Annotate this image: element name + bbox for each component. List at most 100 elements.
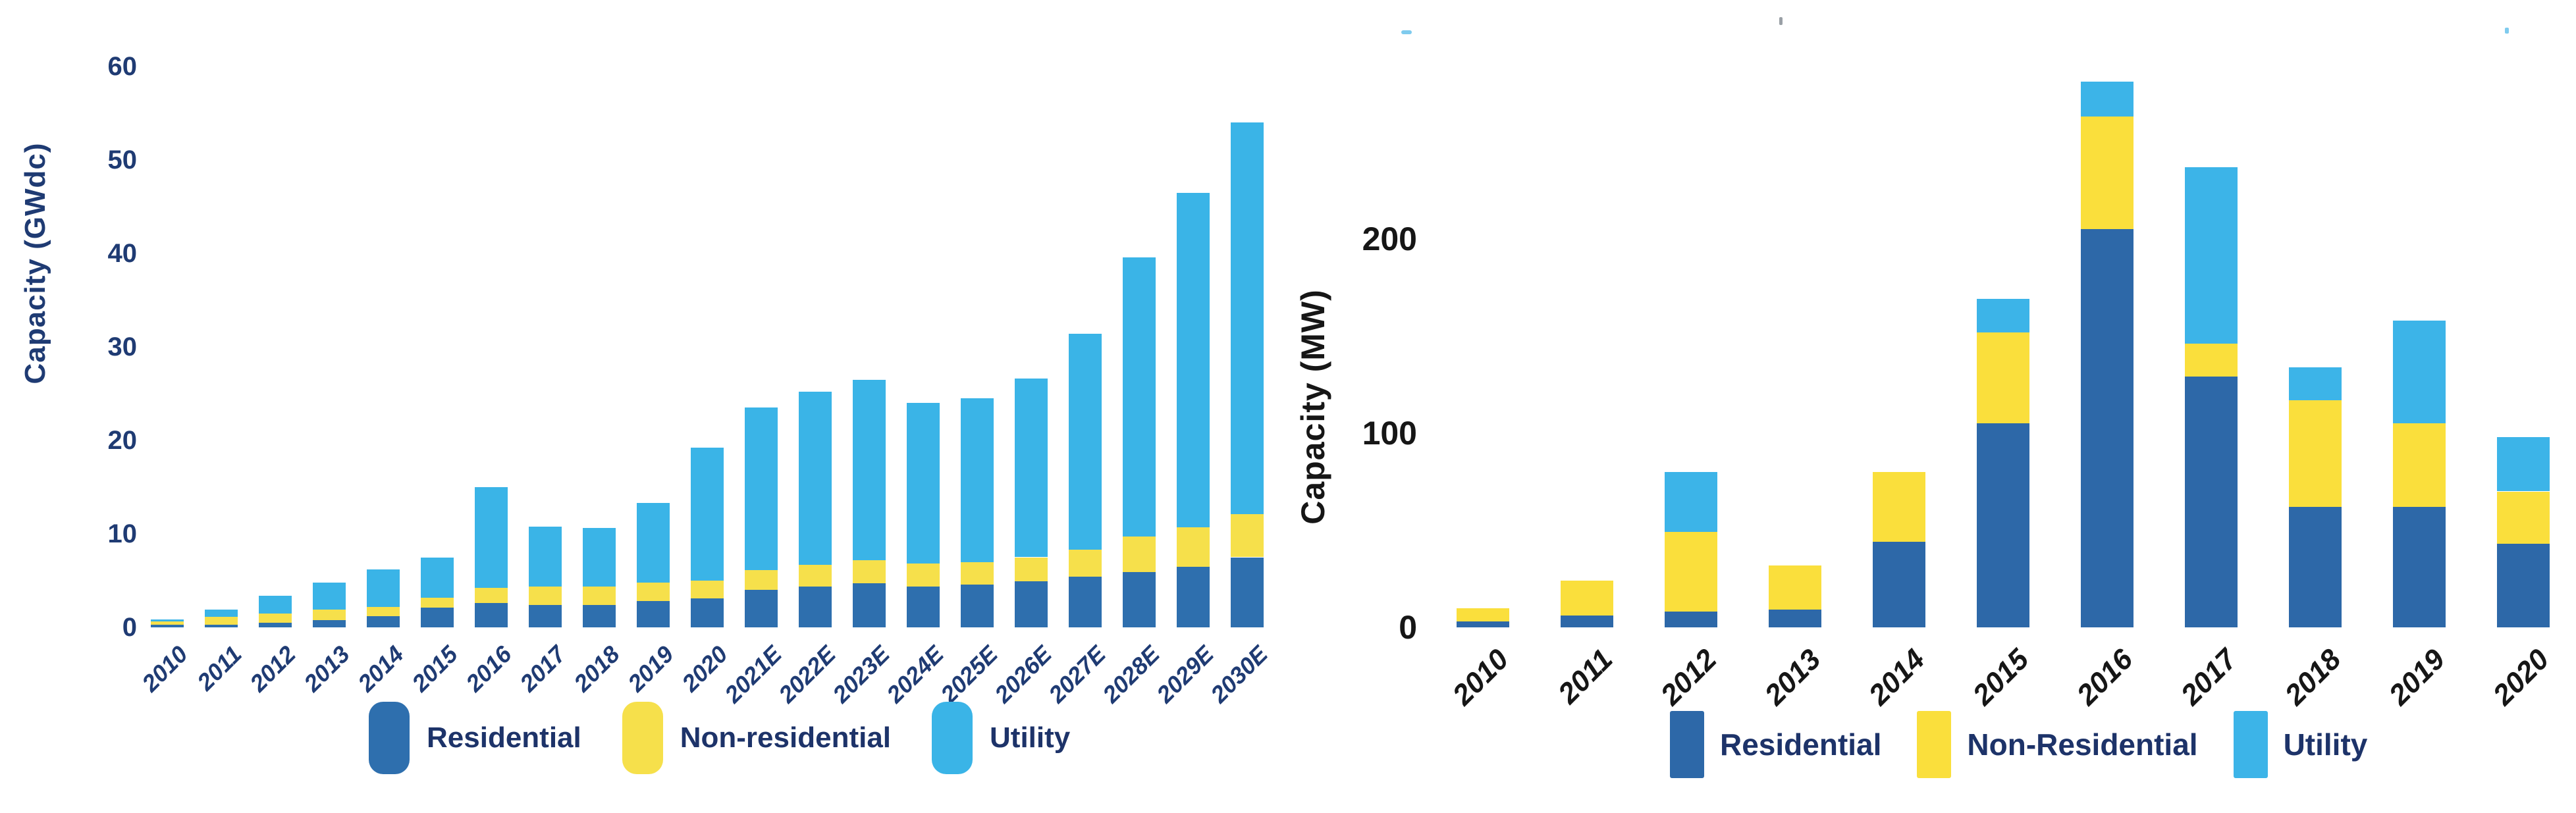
bar-2024E-residential	[907, 586, 940, 627]
bar-2029E-utility	[1177, 192, 1210, 528]
bar-2020-non-residential	[691, 581, 724, 598]
y-tick-60: 60	[107, 52, 138, 81]
bar-2030E-residential	[1231, 557, 1264, 627]
bar-2017-non-residential	[2185, 344, 2238, 377]
bar-2011-residential	[205, 624, 238, 627]
bar-2027E-residential	[1069, 577, 1102, 627]
bar-2017-utility	[529, 526, 562, 587]
x-label-2023E: 2023E	[827, 640, 895, 708]
y-tick-20: 20	[107, 426, 138, 455]
x-label-2015: 2015	[1966, 643, 2035, 712]
y-tick-100: 100	[1362, 415, 1417, 452]
legend-item-residential: Residential	[1670, 711, 1881, 778]
bar-2023E-residential	[853, 583, 886, 627]
bar-2016-non-residential	[2081, 117, 2133, 230]
bar-2010-residential	[151, 624, 184, 627]
bar-2019-utility	[637, 503, 670, 583]
bar-2017-residential	[529, 604, 562, 627]
bar-2014-non-residential	[367, 606, 400, 616]
bar-2013-non-residential	[1769, 565, 1821, 610]
bar-2010-non-residential	[1457, 608, 1509, 622]
bar-2025E-residential	[961, 584, 994, 627]
y-tick-30: 30	[107, 332, 138, 361]
bar-2027E-non-residential	[1069, 550, 1102, 577]
x-label-2018: 2018	[568, 640, 625, 697]
bar-2013-residential	[313, 619, 346, 627]
bar-2016-residential	[2081, 229, 2133, 627]
bar-2014-non-residential	[1873, 472, 1925, 542]
x-label-2026E: 2026E	[989, 640, 1057, 708]
bar-2022E-utility	[799, 392, 832, 565]
y-tick-40: 40	[107, 239, 138, 268]
x-label-2022E: 2022E	[773, 640, 841, 708]
bar-2023E-utility	[853, 379, 886, 560]
bar-2018-residential	[2289, 507, 2342, 627]
bar-2010-residential	[1457, 621, 1509, 627]
y-tick-50: 50	[107, 145, 138, 174]
x-label-2024E: 2024E	[881, 640, 949, 708]
stray-mark	[1401, 30, 1412, 34]
bar-2012-non-residential	[1665, 532, 1717, 612]
x-label-2010: 2010	[136, 640, 193, 697]
x-label-2016: 2016	[460, 640, 517, 697]
bar-2021E-residential	[745, 590, 778, 627]
x-label-2012: 2012	[1654, 643, 1723, 712]
x-label-2028E: 2028E	[1097, 640, 1165, 708]
legend-item-non-residential: Non-Residential	[1917, 711, 2198, 778]
x-label-2030E: 2030E	[1205, 640, 1273, 708]
legend-swatch-icon	[622, 702, 663, 774]
bar-2010-non-residential	[151, 621, 184, 625]
bar-2010-utility	[151, 619, 184, 622]
bar-2019-non-residential	[2393, 423, 2446, 508]
bar-2029E-non-residential	[1177, 527, 1210, 567]
bar-2026E-residential	[1015, 581, 1048, 627]
x-label-2014: 2014	[352, 640, 409, 697]
x-label-2029E: 2029E	[1151, 640, 1219, 708]
x-label-2019: 2019	[622, 640, 679, 697]
legend-label: Residential	[1720, 727, 1882, 762]
bar-2025E-non-residential	[961, 562, 994, 585]
bar-2026E-non-residential	[1015, 557, 1048, 582]
bar-2012-residential	[1665, 612, 1717, 627]
stray-mark	[2505, 28, 2509, 34]
legend-item-utility: Utility	[2233, 711, 2367, 778]
bar-2012-utility	[259, 595, 292, 614]
bar-2018-utility	[583, 528, 616, 587]
x-label-2010: 2010	[1446, 643, 1515, 712]
bar-2028E-utility	[1123, 257, 1156, 537]
bar-2011-non-residential	[1561, 581, 1613, 616]
bar-2012-residential	[259, 622, 292, 627]
bar-2013-residential	[1769, 610, 1821, 627]
bar-2018-non-residential	[583, 586, 616, 605]
bar-2028E-non-residential	[1123, 537, 1156, 573]
legend-swatch-icon	[2233, 711, 2268, 778]
x-label-2015: 2015	[406, 640, 463, 697]
legend-swatch-icon	[369, 702, 410, 774]
x-label-2013: 2013	[298, 640, 355, 697]
bar-2016-non-residential	[475, 588, 508, 604]
bar-2016-residential	[475, 603, 508, 627]
legend-swatch-icon	[1670, 711, 1704, 778]
legend: Residential Non-residential Utility	[369, 702, 1070, 774]
bar-2018-utility	[2289, 367, 2342, 400]
bar-2019-utility	[2393, 320, 2446, 424]
bar-2011-utility	[205, 610, 238, 617]
bar-2017-non-residential	[529, 586, 562, 605]
x-label-2021E: 2021E	[719, 640, 787, 708]
bar-2019-residential	[2393, 507, 2446, 627]
bar-2020-non-residential	[2497, 491, 2550, 544]
legend-item-non-residential: Non-residential	[622, 702, 891, 774]
bar-2022E-non-residential	[799, 564, 832, 587]
x-label-2011: 2011	[192, 640, 247, 696]
bar-2014-utility	[367, 569, 400, 607]
bar-2015-residential	[1977, 423, 2029, 627]
bar-2024E-non-residential	[907, 564, 940, 587]
bar-2029E-residential	[1177, 566, 1210, 627]
legend-label: Non-Residential	[1967, 727, 2198, 762]
bar-2011-residential	[1561, 616, 1613, 627]
bar-2014-residential	[367, 616, 400, 627]
y-tick-200: 200	[1362, 221, 1417, 257]
